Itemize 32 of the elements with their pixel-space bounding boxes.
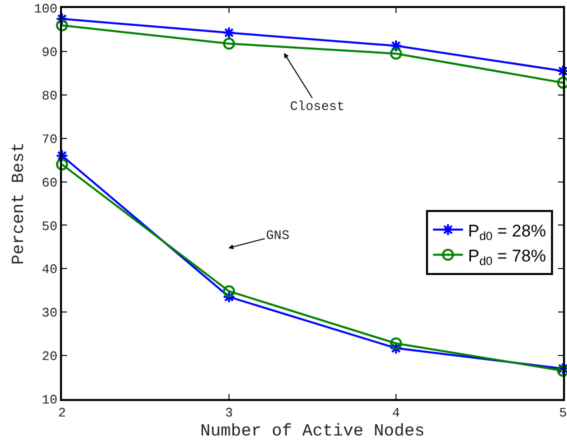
y-tick-label: 60 (42, 175, 58, 190)
y-tick-label: 40 (42, 262, 58, 278)
point (390, 342, 402, 355)
y-tick-label: 80 (42, 88, 58, 104)
y-tick-label: 30 (42, 306, 58, 321)
point (56, 19, 68, 32)
point (390, 48, 402, 60)
point (222, 26, 236, 40)
point (222, 290, 236, 304)
y-tick-label: 100 (34, 2, 58, 17)
annotation: Closest (290, 99, 345, 114)
y-tick-label: 20 (42, 349, 58, 364)
y-tick-label: 50 (42, 218, 58, 234)
x-tick-label: 2 (58, 406, 66, 421)
y-tick-label: 70 (42, 132, 58, 147)
point (390, 337, 402, 350)
y-tick-label: 90 (42, 44, 58, 60)
y-axis-title: Percent Best (10, 142, 30, 265)
x-axis-title: Number of Active Nodes (200, 422, 425, 442)
x-tick-label: 3 (225, 406, 233, 421)
point (223, 38, 235, 50)
point (56, 12, 68, 26)
legend-label: P$_{d0}$ = 78% (468, 246, 546, 268)
point (56, 158, 68, 170)
point (390, 39, 402, 52)
legend-label: P$_{d0}$ = 28% (468, 221, 546, 243)
y-tick-label: 10 (42, 392, 58, 408)
annotation: GNS (266, 228, 290, 243)
x-tick-label: 5 (559, 406, 567, 421)
x-tick-label: 4 (392, 406, 400, 421)
point (56, 149, 68, 162)
point (223, 285, 235, 298)
